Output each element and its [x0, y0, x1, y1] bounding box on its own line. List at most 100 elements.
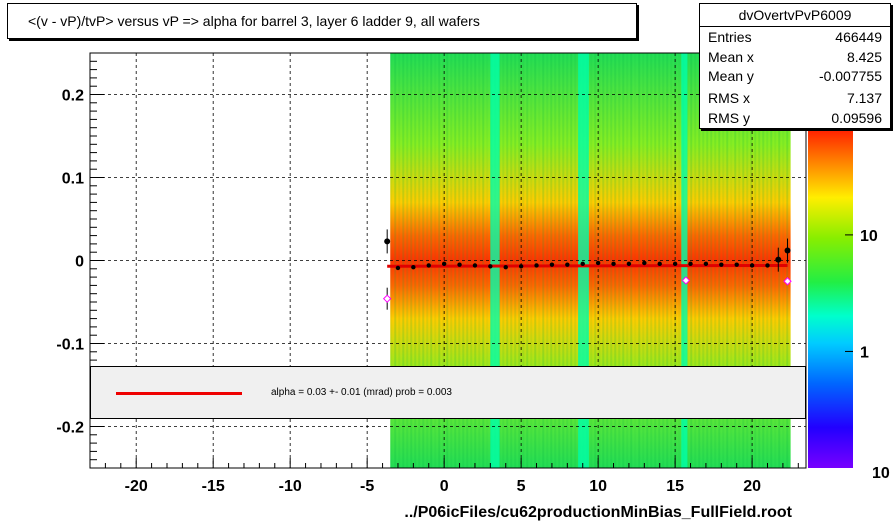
- heatmap-column: [482, 53, 485, 468]
- stats-row-rms-x: RMS x 7.137: [708, 90, 882, 110]
- profile-point: [784, 247, 791, 254]
- chart-title: <(v - vP)/tvP> versus vP => alpha for ba…: [28, 13, 480, 29]
- heatmap-column: [394, 53, 397, 468]
- x-tick-label: 15: [666, 478, 684, 495]
- profile-point: [595, 260, 601, 266]
- heatmap-column: [746, 53, 749, 468]
- stats-key: Mean y: [708, 68, 754, 84]
- heatmap-column: [698, 53, 701, 468]
- heatmap-column: [542, 53, 545, 468]
- heatmap-column: [626, 53, 629, 468]
- heatmap-column: [782, 53, 785, 468]
- profile-point: [734, 262, 739, 267]
- y-tick-label: 0: [75, 254, 84, 271]
- stats-key: RMS x: [708, 90, 750, 106]
- heatmap-column: [502, 53, 505, 468]
- open-marker: [681, 276, 691, 285]
- stats-value: 8.425: [846, 49, 882, 65]
- stats-row-entries: Entries 466449: [708, 29, 882, 49]
- heatmap-column: [398, 53, 401, 468]
- heatmap-column: [418, 53, 421, 468]
- heatmap-column: [422, 53, 425, 468]
- profile-point: [518, 264, 524, 269]
- heatmap-column: [530, 53, 533, 468]
- stats-divider: [700, 26, 890, 27]
- profile-point: [580, 261, 585, 267]
- heatmap-column: [634, 53, 637, 468]
- heatmap-column: [410, 53, 413, 468]
- heatmap-column: [614, 53, 617, 468]
- stats-row-rms-y: RMS y 0.09596: [708, 110, 882, 130]
- heatmap-column: [766, 53, 769, 468]
- stats-key: RMS y: [708, 110, 750, 126]
- z-min-label: 10: [872, 465, 890, 482]
- heatmap-column: [598, 53, 601, 468]
- color-scale-bar: [808, 130, 853, 468]
- y-tick-label: -0.1: [56, 337, 84, 354]
- heatmap-column: [650, 53, 653, 468]
- heatmap-column: [434, 53, 437, 468]
- profile-point: [611, 261, 616, 267]
- profile-point: [657, 261, 662, 267]
- profile-point: [503, 264, 508, 270]
- profile-point: [488, 264, 493, 269]
- heatmap-column: [742, 53, 745, 468]
- profile-point: [472, 263, 478, 268]
- heatmap-column: [446, 53, 449, 468]
- heatmap-column: [470, 53, 473, 468]
- heatmap-column: [730, 53, 733, 468]
- heatmap-column: [566, 53, 569, 468]
- stats-name: dvOvertvPvP6009: [738, 7, 852, 23]
- x-tick-label: -20: [125, 478, 148, 495]
- stats-value: -0.007755: [818, 68, 882, 84]
- heatmap-column: [590, 53, 593, 468]
- heatmap-column: [430, 53, 433, 468]
- stats-value: 466449: [835, 29, 882, 45]
- heatmap-column: [758, 53, 761, 468]
- heatmap-column: [610, 53, 613, 468]
- heatmap-column: [722, 53, 725, 468]
- heatmap-column: [518, 53, 521, 468]
- heatmap-column: [458, 53, 461, 468]
- heatmap-column: [554, 53, 557, 468]
- stats-value: 7.137: [846, 90, 882, 106]
- x-tick-label: -10: [279, 478, 302, 495]
- stats-row-mean-y: Mean y -0.007755: [708, 68, 882, 88]
- profile-point: [642, 260, 647, 266]
- heatmap-column: [622, 53, 625, 468]
- heatmap-column: [538, 53, 541, 468]
- fit-legend: alpha = 0.03 +- 0.01 (mrad) prob = 0.003: [90, 366, 806, 419]
- profile-point: [549, 262, 555, 267]
- heatmap-column: [454, 53, 457, 468]
- heatmap-column: [662, 53, 665, 468]
- heatmap-column: [718, 53, 721, 468]
- heatmap-column: [694, 53, 697, 468]
- heatmap-column: [658, 53, 661, 468]
- y-tick-label: -0.2: [56, 420, 84, 437]
- heatmap-column: [754, 53, 757, 468]
- heatmap-column: [466, 53, 469, 468]
- heatmap-column: [602, 53, 605, 468]
- fit-line: [387, 263, 788, 268]
- open-marker: [382, 294, 392, 303]
- x-axis-label: ../P06icFiles/cu62productionMinBias_Full…: [404, 504, 792, 521]
- profile-point: [441, 261, 447, 267]
- stats-value: 0.09596: [831, 110, 882, 126]
- heatmap-column: [550, 53, 553, 468]
- z-tick-label: 1: [860, 344, 869, 361]
- heatmap-column: [706, 53, 709, 468]
- profile-point: [765, 263, 770, 268]
- heatmap-column: [646, 53, 649, 468]
- x-tick-label: -15: [202, 478, 225, 495]
- title-box: <(v - vP)/tvP> versus vP => alpha for ba…: [7, 3, 637, 39]
- stats-row-mean-x: Mean x 8.425: [708, 49, 882, 69]
- profile-point: [719, 262, 724, 267]
- heatmap-column: [506, 53, 509, 468]
- profile-point: [426, 263, 431, 268]
- heatmap-column: [574, 53, 577, 468]
- stats-key: Entries: [708, 29, 752, 45]
- heatmap-column: [514, 53, 517, 468]
- profile-point: [384, 238, 391, 245]
- x-tick-label: 5: [517, 478, 526, 495]
- heatmap-column: [406, 53, 409, 468]
